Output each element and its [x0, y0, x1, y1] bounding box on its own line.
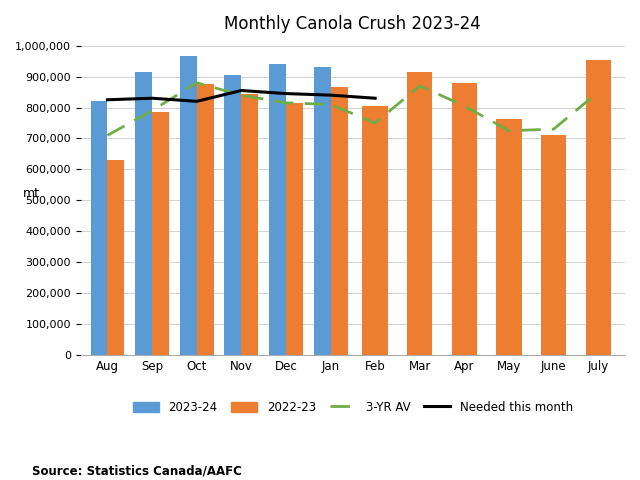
Bar [108, 160, 124, 355]
Bar [496, 119, 522, 355]
Bar [541, 135, 566, 355]
Bar [90, 101, 108, 355]
Bar [286, 103, 303, 355]
Bar [225, 75, 241, 355]
Bar [241, 94, 259, 355]
Bar [330, 87, 348, 355]
Legend: 2023-24, 2022-23, 3-YR AV, Needed this month: 2023-24, 2022-23, 3-YR AV, Needed this m… [132, 401, 573, 414]
Bar [180, 57, 196, 355]
Bar [362, 106, 388, 355]
Text: Source: Statistics Canada/AAFC: Source: Statistics Canada/AAFC [32, 465, 242, 478]
Bar [196, 84, 214, 355]
Bar [407, 72, 433, 355]
Y-axis label: mt: mt [23, 187, 40, 200]
Bar [314, 67, 330, 355]
Bar [152, 112, 169, 355]
Bar [135, 72, 152, 355]
Bar [269, 64, 286, 355]
Title: Monthly Canola Crush 2023-24: Monthly Canola Crush 2023-24 [225, 15, 481, 33]
Bar [452, 84, 477, 355]
Bar [586, 60, 611, 355]
